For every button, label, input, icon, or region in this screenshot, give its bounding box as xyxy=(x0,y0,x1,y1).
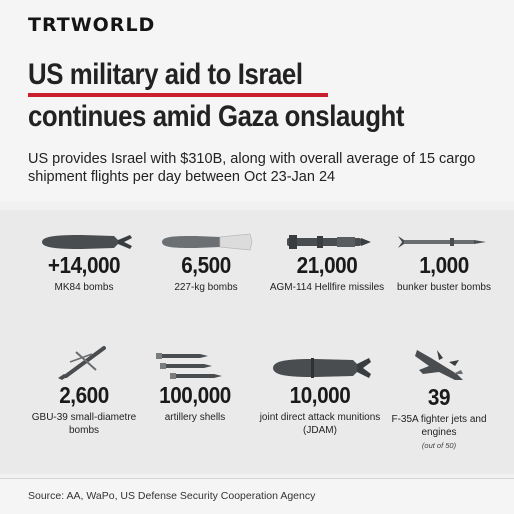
jdam-icon xyxy=(273,358,371,378)
item-label: bunker buster bombs xyxy=(397,282,491,293)
aid-item-jdam: 10,000 joint direct attack munitions (JD… xyxy=(256,354,384,437)
f35-jet-icon xyxy=(415,350,463,380)
item-value: 1,000 xyxy=(419,252,469,278)
227kg-bomb-icon xyxy=(162,233,253,251)
aid-item-artillery: 100,000 artillery shells xyxy=(138,348,252,424)
aid-items-grid: +14,000 MK84 bombs 6,500 227-kg bombs 21… xyxy=(0,210,514,474)
item-value: 10,000 xyxy=(289,382,351,408)
item-label: joint direct attack munitions (JDAM) xyxy=(259,412,381,436)
aid-item-227kg: 6,500 227-kg bombs xyxy=(142,232,270,294)
item-note: (out of 50) xyxy=(421,441,457,450)
footer: Source: AA, WaPo, US Defense Security Co… xyxy=(0,478,514,514)
aid-item-mk84: +14,000 MK84 bombs xyxy=(20,232,148,294)
artillery-shells-icon xyxy=(156,353,222,379)
aid-item-gbu39: 2,600 GBU-39 small-diametre bombs xyxy=(30,342,138,437)
bunker-buster-icon xyxy=(398,236,486,248)
headline-line-2: continues amid Gaza onslaught xyxy=(28,100,405,133)
item-label: artillery shells xyxy=(164,412,226,423)
item-value: 39 xyxy=(427,384,451,410)
item-value: +14,000 xyxy=(47,252,121,278)
item-label: AGM-114 Hellfire missiles xyxy=(269,282,385,293)
header-section: TRTWORLD US military aid to Israel conti… xyxy=(0,0,514,202)
subtitle: US provides Israel with $310B, along wit… xyxy=(28,151,476,185)
aid-item-hellfire: 21,000 AGM-114 Hellfire missiles xyxy=(263,232,391,294)
headline-line-1: US military aid to Israel xyxy=(28,58,303,91)
item-value: 100,000 xyxy=(159,382,231,408)
headline-underline xyxy=(28,93,328,97)
item-label: GBU-39 small-diametre bombs xyxy=(31,412,137,436)
gbu39-bomb-icon xyxy=(58,346,106,380)
item-value: 2,600 xyxy=(59,382,109,408)
item-label: 227-kg bombs xyxy=(174,282,238,293)
source-text: Source: AA, WaPo, US Defense Security Co… xyxy=(28,490,316,502)
mk84-bomb-icon xyxy=(42,235,132,249)
aid-item-bunker-buster: 1,000 bunker buster bombs xyxy=(380,232,508,294)
aid-item-f35: 39 F-35A fighter jets and engines (out o… xyxy=(375,344,503,450)
item-label: MK84 bombs xyxy=(54,282,114,293)
hellfire-missile-icon xyxy=(287,235,371,249)
item-value: 21,000 xyxy=(296,252,358,278)
item-label: F-35A fighter jets and engines xyxy=(391,414,487,438)
item-value: 6,500 xyxy=(181,252,231,278)
brand-logo: TRTWORLD xyxy=(28,14,156,36)
